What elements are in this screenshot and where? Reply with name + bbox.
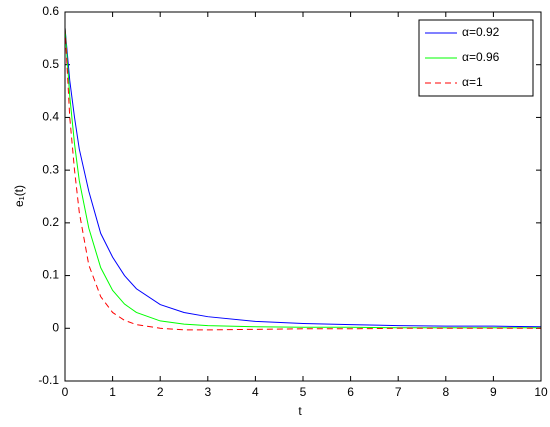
- x-tick-label: 1: [109, 385, 116, 399]
- x-tick-label: 9: [490, 385, 497, 399]
- x-tick-label: 8: [442, 385, 449, 399]
- y-tick-label: -0.1: [38, 373, 59, 387]
- series-line: [64, 27, 542, 328]
- series-line: [64, 27, 541, 329]
- y-tick-label: 0.5: [42, 57, 59, 71]
- legend-label: α=0.92: [462, 25, 500, 39]
- y-tick-label: 0.3: [42, 162, 59, 176]
- x-tick-label: 0: [62, 385, 69, 399]
- legend-label: α=1: [462, 75, 483, 89]
- y-tick-label: 0: [52, 320, 59, 334]
- y-tick-label: 0.6: [42, 4, 59, 18]
- x-axis-label: t: [298, 404, 302, 418]
- x-tick-label: 5: [300, 385, 307, 399]
- series-line: [64, 27, 541, 331]
- y-axis-label: e₁(t): [12, 185, 26, 207]
- axes-box: [64, 11, 542, 382]
- x-tick-label: 3: [204, 385, 211, 399]
- x-tick-label: 2: [157, 385, 164, 399]
- x-tick-label: 10: [534, 385, 548, 399]
- y-tick-label: 0.4: [42, 110, 59, 124]
- legend-label: α=0.96: [462, 50, 500, 64]
- x-tick-label: 4: [252, 385, 259, 399]
- x-tick-label: 7: [395, 385, 402, 399]
- y-tick-label: 0.1: [42, 268, 59, 282]
- x-tick-label: 6: [347, 385, 354, 399]
- y-tick-label: 0.2: [42, 215, 59, 229]
